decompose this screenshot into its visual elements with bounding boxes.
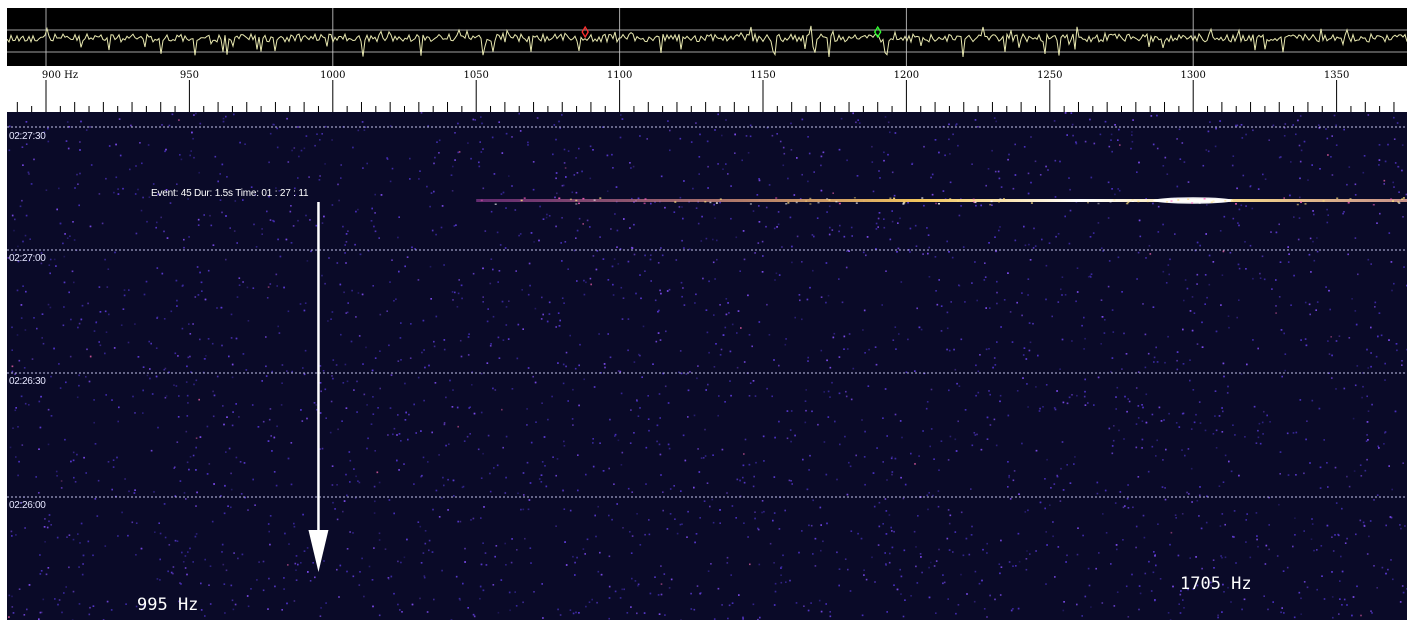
- waterfall-noise: [7, 112, 1407, 620]
- scale-label: 1250: [1037, 70, 1063, 81]
- red-peak-marker-icon: [581, 25, 589, 39]
- left-frequency-marker-label: 995 Hz: [137, 595, 199, 615]
- spectrum-display[interactable]: [7, 8, 1407, 66]
- right-frequency-marker-label: 1705 Hz: [1180, 574, 1252, 594]
- event-label: Event: 45 Dur: 1.5s Time: 01 : 27 : 11: [151, 188, 309, 199]
- spectrum-trace: [7, 25, 1407, 58]
- green-peak-marker-icon: [873, 25, 882, 39]
- scale-label: 1300: [1180, 70, 1206, 81]
- scale-label: 1200: [893, 70, 920, 81]
- event-peak: [1153, 197, 1234, 204]
- time-label-3: 02:26:00: [9, 500, 46, 511]
- scale-label: 1050: [463, 70, 489, 81]
- spectrum-trace-plot: [7, 8, 1407, 66]
- waterfall-plot: [7, 112, 1407, 620]
- scale-label: 1000: [320, 70, 346, 81]
- event-band: [476, 199, 1407, 202]
- scale-label: 1150: [750, 70, 776, 81]
- time-label-1: 02:27:00: [9, 253, 46, 264]
- meteor-echo-trace: [476, 197, 1407, 206]
- frequency-ticks: [16, 80, 1395, 112]
- waterfall-display[interactable]: 02:27:30 02:27:00 02:26:30 02:26:00 Even…: [7, 112, 1407, 620]
- scale-label: 950: [179, 70, 199, 81]
- scale-label: 1100: [606, 70, 633, 81]
- left-arrow-icon: [308, 202, 329, 572]
- time-label-0: 02:27:30: [9, 131, 46, 142]
- scale-label: 1350: [1323, 70, 1350, 81]
- frequency-scale[interactable]: 900 Hz 950 1000 1050 1100 1150 1200 1250 1300 13…: [7, 66, 1407, 112]
- scale-label-start: 900 Hz: [41, 70, 79, 81]
- time-label-2: 02:26:30: [9, 376, 46, 387]
